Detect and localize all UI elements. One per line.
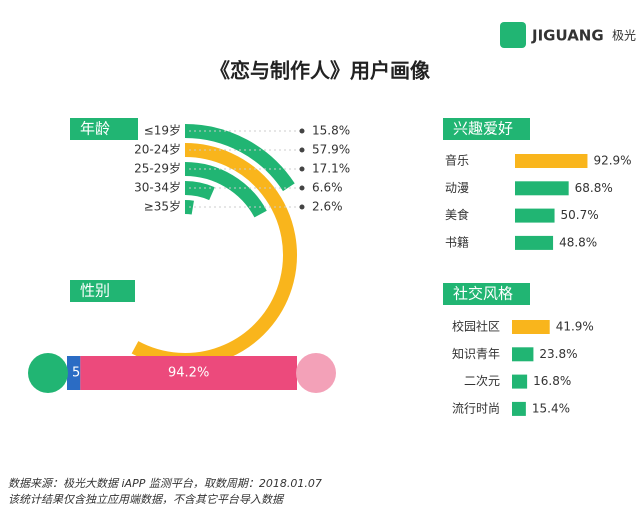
bar xyxy=(512,374,528,389)
section-title: 性别 xyxy=(80,282,110,300)
value-label: 6.6% xyxy=(312,181,343,195)
radial-bar xyxy=(184,162,267,218)
category-label: 音乐 xyxy=(445,153,469,168)
section-header xyxy=(70,280,135,302)
radial-bar xyxy=(184,124,295,192)
value-label: 94.2% xyxy=(168,366,209,381)
bar xyxy=(512,347,534,362)
logo: JIGUANG 极光 xyxy=(500,22,636,48)
value-label: 17.1% xyxy=(312,162,350,176)
value-label: 15.8% xyxy=(312,124,350,138)
value-label: 41.9% xyxy=(556,320,594,334)
age-label: ≥35岁 xyxy=(144,199,181,214)
value-label: 68.8% xyxy=(575,181,613,195)
category-label: 动漫 xyxy=(445,181,469,195)
logo-icon xyxy=(500,22,526,48)
logo-cn: 极光 xyxy=(612,29,636,43)
bar xyxy=(515,181,569,196)
value-label: 2.6% xyxy=(312,200,343,214)
bar xyxy=(515,154,588,168)
radial-bar xyxy=(184,200,194,215)
section-title: 社交风格 xyxy=(453,285,513,303)
leader-dot xyxy=(299,147,305,153)
section-title: 年龄 xyxy=(80,120,110,138)
age-label: ≤19岁 xyxy=(144,123,181,138)
value-label: 50.7% xyxy=(561,208,599,222)
value-label: 48.8% xyxy=(559,235,597,249)
category-label: 流行时尚 xyxy=(452,401,500,415)
category-label: 校园社区 xyxy=(452,319,500,334)
bar xyxy=(515,208,555,223)
section-header xyxy=(443,118,530,140)
category-label: 美食 xyxy=(445,207,469,222)
leader-dot xyxy=(299,204,305,210)
value-label: 23.8% xyxy=(539,347,577,361)
category-label: 知识青年 xyxy=(452,347,500,361)
value-label: 16.8% xyxy=(533,374,571,388)
section-title: 兴趣爱好 xyxy=(453,120,513,138)
value-label: 92.9% xyxy=(593,154,631,168)
title: 《恋与制作人》用户画像 xyxy=(210,59,431,83)
leader-dot xyxy=(299,185,305,191)
footer-line: 数据来源：极光大数据 iAPP 监测平台，取数周期：2018.01.07 xyxy=(8,477,322,490)
age-label: 30-34岁 xyxy=(134,180,181,195)
footer-line: 该统计结果仅含独立应用端数据，不含其它平台导入数据 xyxy=(8,493,285,506)
gender-bar xyxy=(67,356,81,390)
bar xyxy=(515,235,554,250)
female-icon xyxy=(296,353,336,393)
leader-dot xyxy=(299,128,305,134)
value-label: 15.4% xyxy=(532,401,570,415)
age-label: 25-29岁 xyxy=(134,161,181,176)
logo-text: JIGUANG xyxy=(531,27,604,45)
value-label: 57.9% xyxy=(312,143,350,157)
bar xyxy=(512,320,550,334)
bar xyxy=(512,401,526,416)
male-icon xyxy=(28,353,68,393)
category-label: 书籍 xyxy=(445,234,469,249)
section-header xyxy=(443,283,530,305)
section-header xyxy=(70,118,138,140)
age-label: 20-24岁 xyxy=(134,142,181,157)
radial-bar xyxy=(184,181,215,201)
category-label: 二次元 xyxy=(464,374,500,388)
gender-bar xyxy=(80,356,297,390)
leader-dot xyxy=(299,166,305,172)
